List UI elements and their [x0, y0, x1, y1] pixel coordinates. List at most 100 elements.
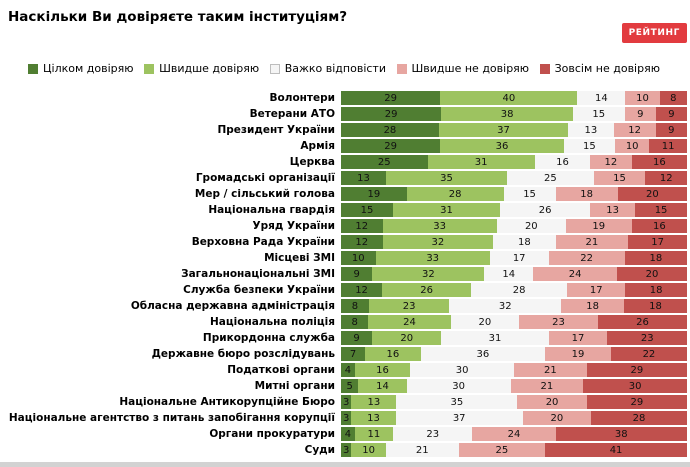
bar-segment-3: 22 — [548, 251, 625, 265]
bar-segment-3: 20 — [517, 395, 587, 409]
legend-item-2: Важко відповісти — [269, 62, 386, 75]
bar-segment-1: 10 — [351, 443, 386, 457]
bar-segment-1: 35 — [385, 171, 508, 185]
bar-segment-0: 3 — [341, 443, 352, 457]
legend-swatch-icon — [269, 63, 280, 74]
bar-row: Громадські організації 13 35 25 15 12 — [3, 170, 687, 186]
bar-segment-0: 25 — [341, 155, 428, 169]
stacked-bar: 12 26 28 17 18 — [341, 283, 687, 297]
row-label: Національна гвардія — [208, 204, 335, 216]
bar-segment-1: 38 — [441, 107, 573, 121]
bar-segment-1: 33 — [382, 219, 497, 233]
legend-swatch-icon — [539, 63, 550, 74]
bar-segment-4: 18 — [624, 299, 687, 313]
bar-segment-0: 10 — [341, 251, 376, 265]
bar-row: Волонтери 29 40 14 10 8 — [3, 90, 687, 106]
legend-label: Швидше не довіряю — [411, 62, 530, 75]
bar-row: Державне бюро розслідувань 7 16 36 19 22 — [3, 346, 687, 362]
stacked-bar: 29 38 15 9 9 — [341, 107, 688, 121]
bar-row: Загальнонаціональні ЗМІ 9 32 14 24 20 — [3, 266, 687, 282]
bar-segment-4: 20 — [617, 267, 687, 281]
bar-segment-0: 29 — [341, 107, 442, 121]
chart-legend: Цілком довіряю Швидше довіряю Важко відпов… — [28, 62, 660, 75]
row-label: Президент України — [217, 124, 335, 136]
bar-row: Митні органи 5 14 30 21 30 — [3, 378, 687, 394]
bar-segment-1: 16 — [365, 347, 421, 361]
bar-segment-3: 17 — [567, 283, 626, 297]
legend-label: Зовсім не довіряю — [554, 62, 660, 75]
bar-segment-1: 23 — [368, 299, 450, 313]
bar-row: Армія 29 36 15 10 11 — [3, 138, 687, 154]
bar-segment-4: 30 — [583, 379, 687, 393]
bar-segment-4: 12 — [645, 171, 687, 185]
bar-segment-4: 29 — [586, 363, 687, 377]
stacked-bar: 15 31 26 13 15 — [341, 203, 688, 217]
bar-segment-0: 19 — [341, 187, 407, 201]
bar-segment-1: 11 — [354, 427, 393, 441]
bar-segment-4: 20 — [617, 187, 687, 201]
bar-segment-4: 26 — [597, 315, 687, 329]
chart-title: Наскільки Ви довіряєте таким інституціям… — [8, 9, 348, 25]
bar-segment-1: 37 — [438, 123, 569, 137]
row-label: Державне бюро розслідувань — [151, 348, 335, 360]
bar-segment-4: 9 — [655, 107, 688, 121]
bar-row: Верховна Рада України 12 32 18 21 17 — [3, 234, 687, 250]
bar-segment-4: 9 — [655, 123, 687, 137]
bar-segment-0: 12 — [341, 219, 383, 233]
bar-segment-3: 19 — [565, 219, 632, 233]
row-label: Органи прокуратури — [209, 428, 335, 440]
bar-segment-0: 7 — [341, 347, 366, 361]
bar-segment-0: 3 — [341, 395, 352, 409]
legend-swatch-icon — [396, 63, 407, 74]
bar-segment-0: 12 — [341, 235, 383, 249]
bar-segment-2: 13 — [568, 123, 614, 137]
bar-segment-2: 30 — [406, 379, 511, 393]
legend-item-0: Цілком довіряю — [28, 62, 134, 75]
row-label: Національна поліція — [209, 316, 335, 328]
bar-segment-2: 20 — [450, 315, 520, 329]
row-label: Суди — [304, 444, 335, 456]
row-label: Митні органи — [254, 380, 335, 392]
stacked-bar: 8 24 20 23 26 — [341, 315, 687, 329]
stacked-bar: 28 37 13 12 9 — [341, 123, 687, 137]
stacked-bar: 4 16 30 21 29 — [341, 363, 687, 377]
bar-segment-3: 10 — [615, 139, 650, 153]
bar-segment-1: 40 — [440, 91, 578, 105]
bar-segment-4: 28 — [591, 411, 687, 425]
bar-segment-0: 29 — [341, 91, 441, 105]
bar-segment-2: 32 — [449, 299, 562, 313]
stacked-bar: 19 28 15 18 20 — [341, 187, 687, 201]
row-label: Мер / сільський голова — [194, 188, 335, 200]
bar-segment-0: 28 — [341, 123, 439, 137]
row-label: Церква — [289, 156, 335, 168]
bar-segment-4: 38 — [555, 427, 688, 441]
bar-segment-3: 24 — [472, 427, 556, 441]
bar-segment-2: 30 — [410, 363, 514, 377]
bar-segment-3: 21 — [555, 235, 629, 249]
bar-segment-2: 15 — [503, 187, 556, 201]
bar-segment-4: 8 — [659, 91, 687, 105]
bar-segment-4: 23 — [607, 331, 687, 345]
bar-row: Місцеві ЗМІ 10 33 17 22 18 — [3, 250, 687, 266]
bar-segment-3: 20 — [522, 411, 592, 425]
bar-segment-3: 23 — [519, 315, 598, 329]
bar-row: Обласна державна адміністрація 8 23 32 18 18 — [3, 298, 687, 314]
bar-segment-4: 41 — [545, 443, 687, 457]
row-label: Армія — [300, 140, 335, 152]
row-label: Національне Антикорупційне Бюро — [119, 396, 335, 408]
bar-segment-2: 18 — [493, 235, 556, 249]
row-label: Служба безпеки України — [183, 284, 335, 296]
stacked-bar: 3 13 35 20 29 — [341, 395, 687, 409]
bar-segment-0: 9 — [341, 267, 373, 281]
bar-segment-2: 31 — [441, 331, 549, 345]
stacked-bar: 12 32 18 21 17 — [341, 235, 687, 249]
stacked-bar: 13 35 25 15 12 — [341, 171, 687, 185]
bar-segment-1: 26 — [382, 283, 472, 297]
stacked-bar: 8 23 32 18 18 — [341, 299, 687, 313]
legend-swatch-icon — [28, 63, 38, 74]
bar-row: Національне агентство з питань запобіган… — [3, 410, 687, 426]
bar-row: Мер / сільський голова 19 28 15 18 20 — [3, 186, 687, 202]
stacked-bar: 4 11 23 24 38 — [341, 427, 688, 441]
bar-row: Церква 25 31 16 12 16 — [3, 154, 687, 170]
